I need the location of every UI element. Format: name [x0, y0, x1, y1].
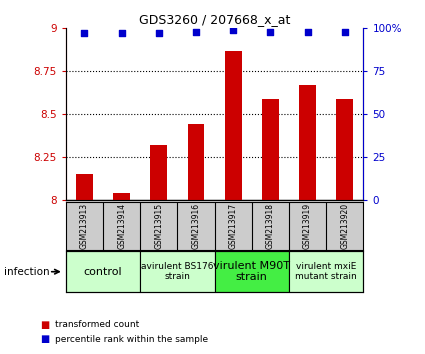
Text: GSM213919: GSM213919 [303, 202, 312, 249]
Point [193, 29, 199, 35]
Text: infection: infection [4, 267, 50, 277]
Bar [299, 85, 316, 200]
Bar [140, 251, 215, 292]
Point [341, 29, 348, 35]
Bar [225, 51, 241, 200]
Bar [113, 193, 130, 200]
Point [156, 31, 162, 36]
Text: control: control [84, 267, 122, 277]
Bar [289, 251, 363, 292]
Text: GSM213916: GSM213916 [192, 202, 201, 249]
Bar [76, 174, 93, 200]
Text: virulent mxiE
mutant strain: virulent mxiE mutant strain [295, 262, 357, 281]
Point [230, 27, 237, 33]
Text: ■: ■ [40, 320, 50, 330]
Text: percentile rank within the sample: percentile rank within the sample [55, 335, 208, 344]
Text: GSM213918: GSM213918 [266, 203, 275, 249]
Point [118, 31, 125, 36]
Bar [215, 251, 289, 292]
Text: GSM213917: GSM213917 [229, 202, 238, 249]
Title: GDS3260 / 207668_x_at: GDS3260 / 207668_x_at [139, 13, 290, 26]
Text: GSM213913: GSM213913 [80, 202, 89, 249]
Bar [337, 99, 353, 200]
Text: GSM213915: GSM213915 [154, 202, 163, 249]
Bar [262, 99, 279, 200]
Bar [188, 125, 204, 200]
Point [81, 31, 88, 36]
Point [267, 29, 274, 35]
Text: avirulent BS176
strain: avirulent BS176 strain [141, 262, 214, 281]
Text: virulent M90T
strain: virulent M90T strain [213, 261, 290, 282]
Point [304, 29, 311, 35]
Text: ■: ■ [40, 334, 50, 344]
Bar [150, 145, 167, 200]
Text: transformed count: transformed count [55, 320, 139, 330]
Text: GSM213914: GSM213914 [117, 202, 126, 249]
Text: GSM213920: GSM213920 [340, 202, 349, 249]
Bar [66, 251, 140, 292]
